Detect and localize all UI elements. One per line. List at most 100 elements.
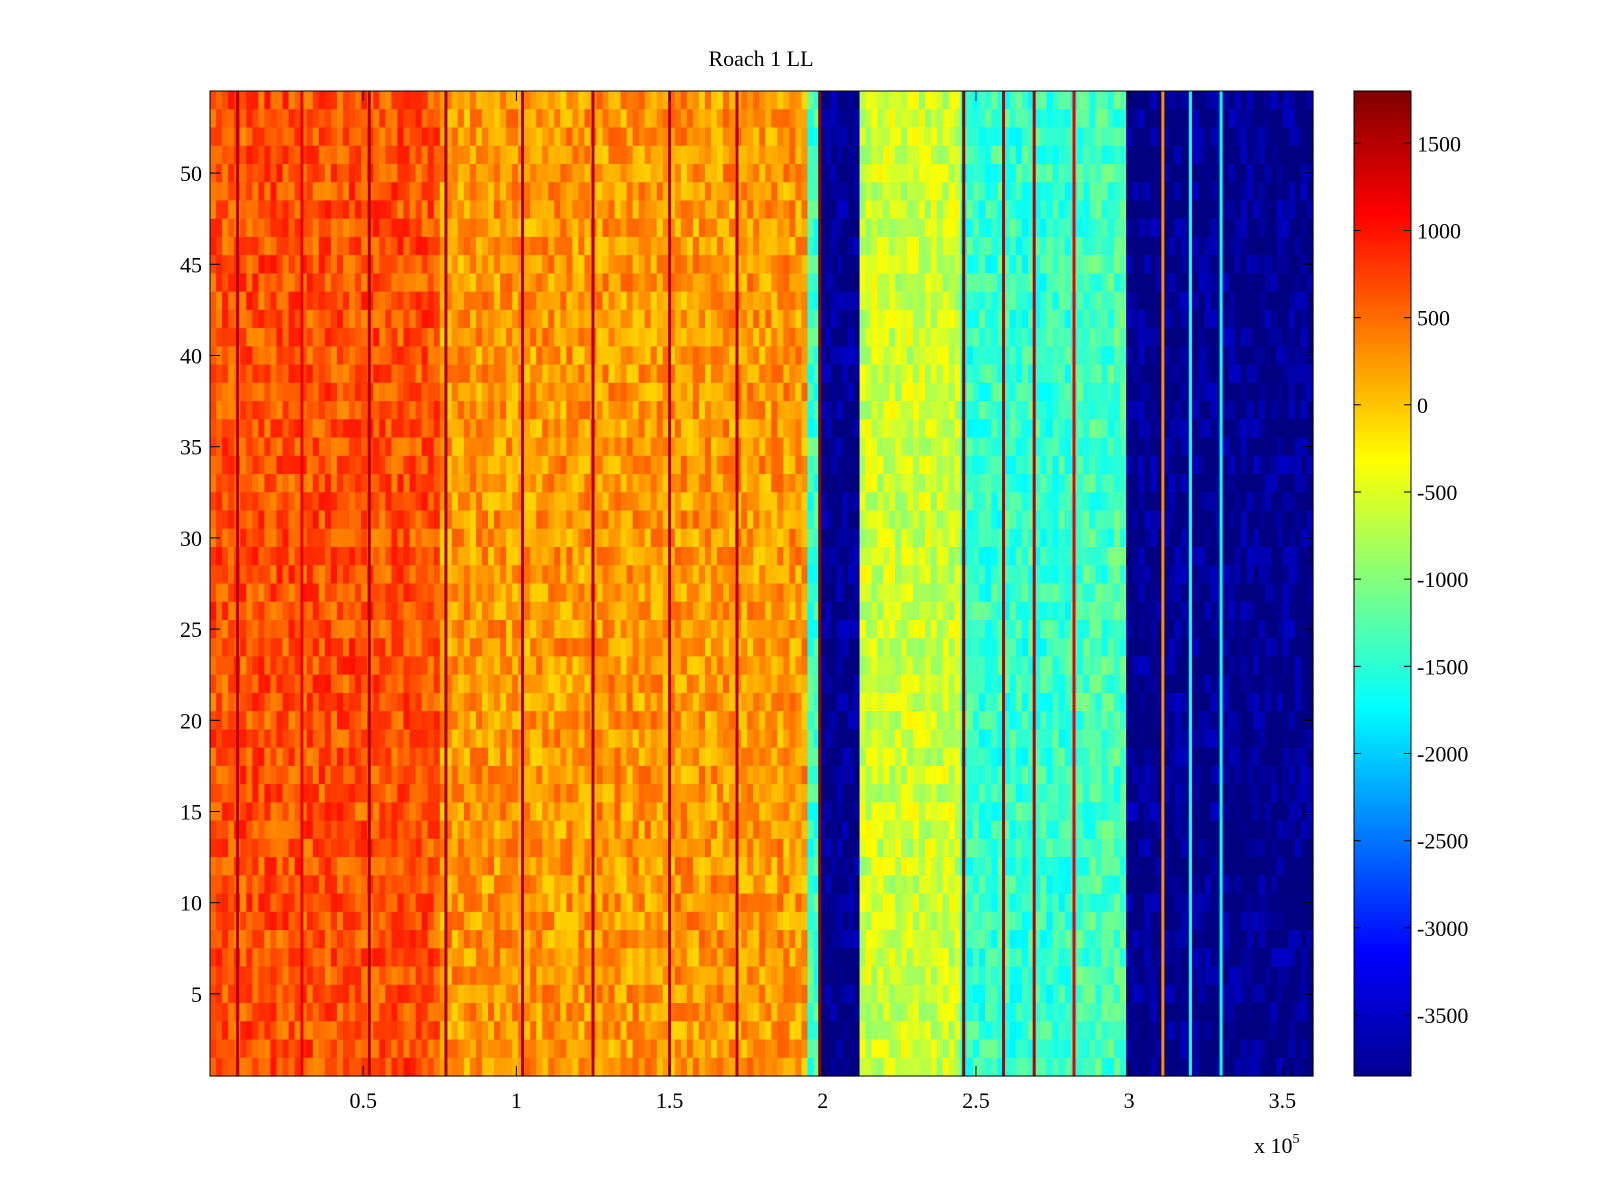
heatmap-cell: [282, 948, 290, 968]
heatmap-cell: [306, 309, 314, 329]
heatmap-cell: [252, 765, 259, 785]
heatmap-cell: [415, 802, 423, 822]
heatmap-cell: [306, 966, 314, 986]
heatmap-cell: [463, 401, 471, 420]
heatmap-cell: [463, 802, 471, 822]
heatmap-cell: [415, 948, 423, 968]
heatmap-cell: [668, 218, 676, 238]
heatmap-cell: [343, 875, 350, 895]
heatmap-cell: [602, 364, 610, 384]
heatmap-cell: [686, 565, 694, 585]
heatmap-cell: [488, 218, 495, 238]
heatmap-cell: [427, 382, 435, 402]
heatmap-cell: [729, 820, 736, 840]
heatmap-cell: [361, 765, 368, 785]
heatmap-cell: [373, 474, 380, 493]
heatmap-cell: [656, 255, 664, 275]
heatmap-cell: [801, 930, 809, 949]
heatmap-cell: [240, 984, 247, 1004]
heatmap-cell: [692, 401, 700, 420]
heatmap-cell: [252, 984, 259, 1004]
heatmap-cell: [596, 674, 604, 694]
heatmap-cell: [463, 911, 471, 931]
heatmap-cell: [723, 437, 730, 457]
heatmap-cell: [330, 820, 338, 840]
heatmap-cell: [723, 656, 730, 676]
heatmap-cell: [602, 145, 610, 165]
heatmap-cell: [415, 437, 423, 457]
heatmap-cell: [638, 309, 646, 329]
heatmap-cell: [554, 583, 561, 603]
heatmap-cell: [349, 711, 356, 731]
heatmap-cell: [324, 309, 332, 329]
heatmap-cell: [258, 802, 266, 822]
heatmap-cell: [451, 802, 459, 822]
heatmap-cell: [566, 565, 573, 585]
heatmap-cell: [698, 547, 706, 566]
heatmap-cell: [391, 747, 399, 767]
heatmap-cell: [771, 492, 778, 512]
heatmap-cell: [276, 309, 284, 329]
heatmap-cell: [270, 674, 278, 694]
heatmap-cell: [789, 893, 797, 913]
heatmap-cell: [469, 218, 477, 238]
heatmap-cell: [530, 200, 537, 220]
heatmap-cell: [596, 236, 604, 256]
heatmap-cell: [282, 547, 290, 566]
heatmap-cell: [409, 820, 417, 840]
heatmap-cell: [445, 838, 453, 858]
heatmap-cell: [246, 565, 253, 585]
heatmap-cell: [222, 619, 229, 639]
heatmap-cell: [349, 820, 356, 840]
heatmap-cell: [711, 182, 718, 202]
heatmap-cell: [668, 437, 676, 457]
heatmap-cell: [560, 638, 567, 658]
heatmap-cell: [680, 893, 688, 913]
heatmap-cell: [741, 401, 748, 420]
heatmap-cell: [421, 218, 429, 238]
heatmap-cell: [246, 802, 253, 822]
heatmap-cell: [481, 966, 489, 986]
heatmap-cell: [349, 291, 356, 311]
heatmap-cell: [494, 692, 501, 712]
heatmap-cell: [264, 875, 272, 895]
heatmap-cell: [373, 1039, 380, 1059]
heatmap-cell: [494, 583, 501, 603]
heatmap-cell: [668, 674, 676, 694]
heatmap-cell: [512, 510, 519, 530]
heatmap-cell: [698, 255, 706, 275]
heatmap-cell: [542, 838, 549, 858]
heatmap-cell: [288, 765, 296, 785]
heatmap-cell: [500, 930, 507, 949]
heatmap-cell: [379, 966, 386, 986]
heatmap-cell: [252, 510, 259, 530]
heatmap-cell: [324, 1057, 332, 1077]
heatmap-cell: [433, 109, 441, 129]
heatmap-cell: [324, 765, 332, 785]
heatmap-cell: [753, 109, 760, 129]
heatmap-cell: [506, 510, 513, 530]
heatmap-cell: [445, 255, 453, 275]
heatmap-cell: [258, 145, 266, 165]
heatmap-cell: [306, 200, 314, 220]
heatmap-cell: [632, 820, 640, 840]
heatmap-cell: [650, 218, 658, 238]
heatmap-cell: [391, 273, 399, 293]
heatmap-cell: [385, 163, 393, 183]
heatmap-cell: [240, 182, 247, 202]
heatmap-cell: [270, 474, 278, 493]
heatmap-cell: [409, 109, 417, 129]
heatmap-cell: [210, 875, 217, 895]
heatmap-cell: [355, 619, 362, 639]
heatmap-cell: [608, 346, 616, 366]
heatmap-cell: [409, 1039, 417, 1059]
heatmap-cell: [542, 619, 549, 639]
heatmap-cell: [729, 510, 736, 530]
heatmap-cell: [783, 273, 790, 293]
heatmap-cell: [397, 200, 405, 220]
heatmap-cell: [789, 309, 797, 329]
heatmap-cell: [439, 547, 447, 566]
heatmap-cell: [795, 255, 803, 275]
heatmap-cell: [330, 455, 338, 475]
heatmap-cell: [608, 510, 616, 530]
